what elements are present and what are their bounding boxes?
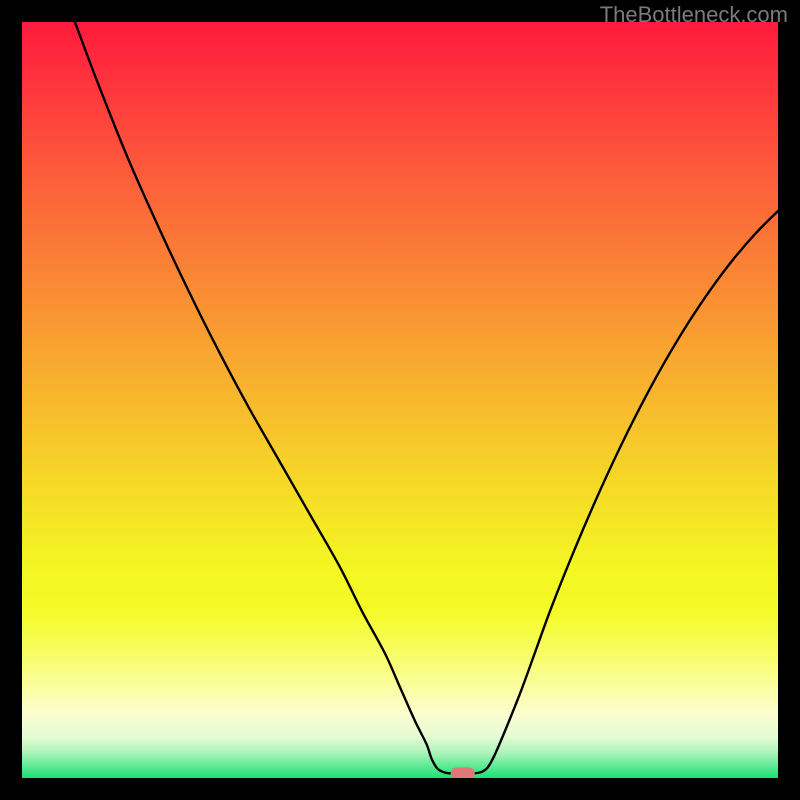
chart-frame: TheBottleneck.com <box>0 0 800 800</box>
plot-svg <box>22 22 778 778</box>
plot-background <box>22 22 778 778</box>
plot-area <box>22 22 778 778</box>
watermark-text: TheBottleneck.com <box>600 2 788 28</box>
optimal-marker <box>451 767 475 778</box>
